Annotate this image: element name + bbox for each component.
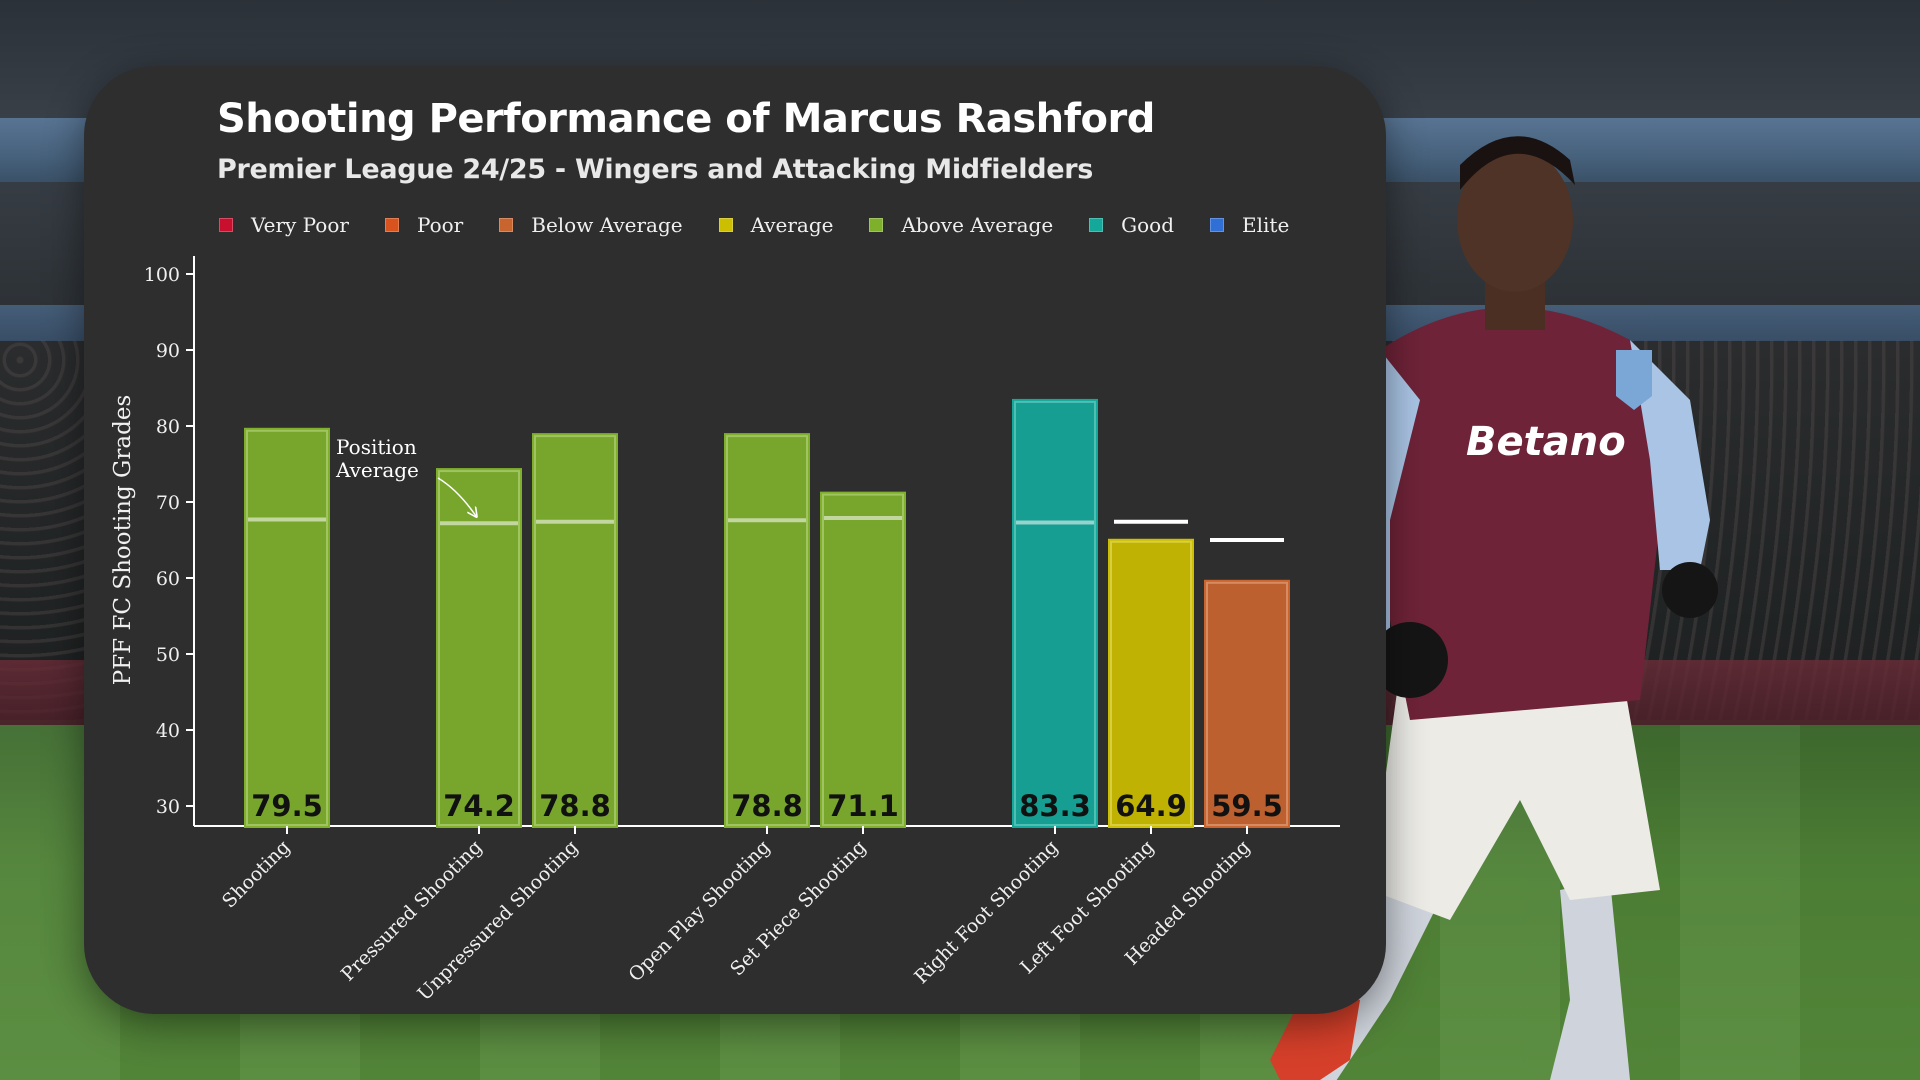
bar: [1012, 398, 1098, 828]
bar: [244, 427, 330, 828]
legend-label: Very Poor: [251, 213, 349, 237]
bar-outline: [1206, 581, 1288, 826]
y-tick-label: 40: [156, 720, 180, 742]
legend-label: Elite: [1242, 213, 1290, 237]
bar-value-label: 59.5: [1211, 789, 1283, 823]
chart-subtitle: Premier League 24/25 - Wingers and Attac…: [217, 154, 1094, 185]
annotation-line-2: Average: [335, 458, 419, 482]
y-tick-label: 70: [156, 492, 180, 514]
bar-value-label: 71.1: [827, 789, 899, 823]
bar-outline: [1014, 400, 1096, 826]
legend-swatch: [499, 218, 514, 232]
bar-value-label: 78.8: [539, 789, 611, 823]
y-axis-title: PFF FC Shooting Grades: [110, 395, 136, 686]
bar-value-label: 78.8: [731, 789, 803, 823]
legend-item-elite: Elite: [1210, 213, 1289, 237]
y-tick-label: 30: [156, 796, 180, 818]
legend-swatch: [869, 218, 884, 232]
bar-outline: [726, 435, 808, 826]
y-tick-label: 90: [156, 340, 180, 362]
bar-outline: [534, 435, 616, 826]
annotation-line-1: Position: [336, 435, 417, 459]
legend-item-good: Good: [1089, 213, 1174, 237]
legend-swatch: [718, 218, 733, 232]
bar-outline: [438, 470, 520, 826]
legend-swatch: [1089, 218, 1104, 232]
legend-label: Above Average: [901, 213, 1054, 237]
bar-group: 79.5 Shooting: [218, 427, 330, 913]
bar: [532, 433, 618, 828]
position-average-annotation: Position Average: [335, 435, 476, 516]
legend-swatch: [219, 218, 233, 232]
legend-item-below-average: Below Average: [499, 213, 683, 237]
legend-label: Good: [1121, 213, 1175, 237]
svg-text:Betano: Betano: [1466, 419, 1626, 465]
legend-label: Poor: [416, 213, 464, 237]
x-tick-label: Shooting: [218, 836, 295, 913]
y-tick-label: 100: [144, 264, 180, 286]
legend-label: Average: [750, 213, 834, 237]
annotation-arrow: [437, 477, 476, 516]
legend-label: Below Average: [531, 213, 683, 237]
bar-value-label: 79.5: [251, 789, 323, 823]
bar: [436, 468, 522, 828]
bar-value-label: 64.9: [1115, 789, 1187, 823]
bar-outline: [822, 493, 904, 826]
bar: [820, 491, 906, 828]
bar: [724, 433, 810, 828]
chart-legend: Very Poor Poor Below Average Average Above A…: [219, 213, 1325, 239]
y-tick-label: 80: [156, 416, 180, 438]
bar-value-label: 83.3: [1019, 789, 1091, 823]
legend-item-poor: Poor: [384, 213, 464, 237]
legend-item-very-poor: Very Poor: [219, 213, 349, 237]
chart-title: Shooting Performance of Marcus Rashford: [217, 96, 1155, 142]
legend-swatch: [1210, 218, 1225, 232]
y-tick-label: 60: [156, 568, 180, 590]
legend-item-average: Average: [718, 213, 834, 237]
x-tick-label: Unpressured Shooting: [413, 836, 582, 1005]
bar: [1108, 538, 1194, 828]
bar-outline: [1110, 540, 1192, 826]
legend-item-above-average: Above Average: [869, 213, 1053, 237]
y-tick-label: 50: [156, 644, 180, 666]
bar-value-label: 74.2: [443, 789, 515, 823]
bar-outline: [246, 429, 328, 826]
legend-swatch: [384, 218, 399, 232]
